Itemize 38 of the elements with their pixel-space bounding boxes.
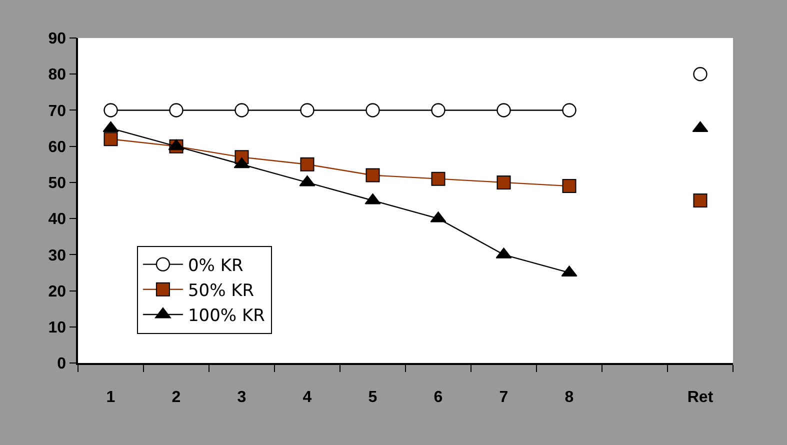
point [104,103,118,118]
y-tick-label: 20 [48,283,66,300]
legend-label: 0% KR [188,256,244,276]
point [496,103,511,118]
y-tick-label: 10 [48,319,66,336]
point [562,179,576,194]
x-tick-label: 4 [302,388,312,406]
y-tick-label: 70 [48,102,66,120]
y-tick-label: 40 [48,211,66,228]
point [431,172,446,186]
point [431,103,446,118]
point [562,103,576,118]
y-tick-label: 80 [48,66,66,84]
y-tick-label: 60 [48,138,66,156]
legend-label: 50% KR [188,281,254,302]
point [366,168,380,182]
point [693,194,708,208]
x-tick-label: 8 [564,388,574,406]
x-tick-label: 7 [499,388,508,406]
point [496,175,511,190]
point [104,132,118,146]
y-tick-label: 50 [48,175,66,192]
y-tick-label: 90 [48,30,66,48]
x-tick-label: Ret [687,388,714,406]
point [300,103,314,118]
x-tick-label: 5 [368,388,378,406]
point [366,103,380,118]
point [693,67,708,82]
legend-label: 100% KR [188,306,266,326]
x-tick-label: 3 [237,388,246,406]
y-tick-label: 30 [48,247,66,264]
point [300,157,314,172]
y-tick-label: 0 [57,356,66,373]
point [169,103,184,118]
x-tick-label: 1 [106,388,116,406]
point [234,103,249,118]
x-tick-label: 2 [172,388,181,406]
x-tick-label: 6 [434,388,443,406]
